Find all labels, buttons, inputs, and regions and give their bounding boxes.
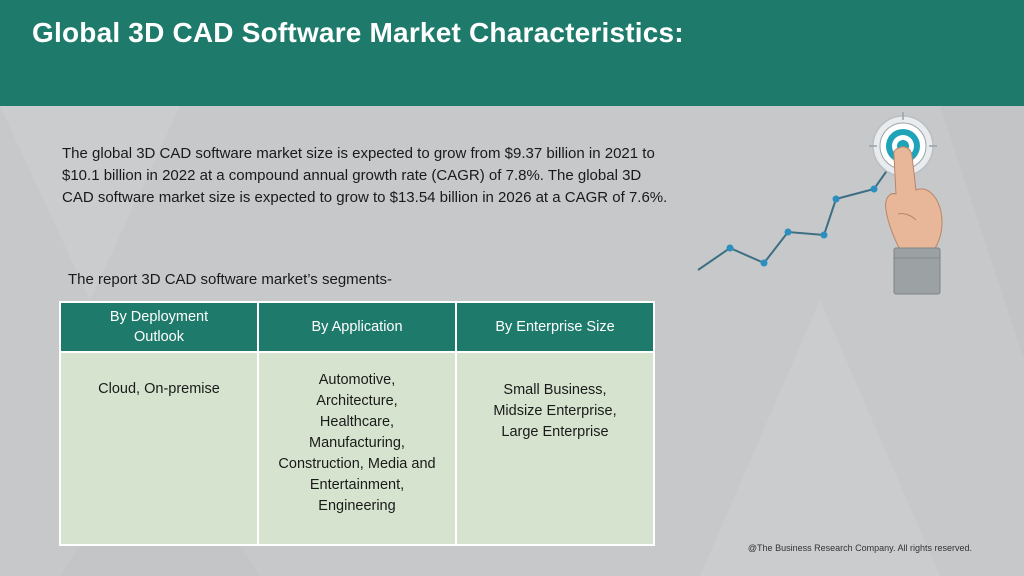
header-enterprise-size: By Enterprise Size — [455, 301, 655, 353]
header-application: By Application — [257, 301, 457, 353]
cell-application: Automotive, Architecture, Healthcare, Ma… — [257, 351, 457, 546]
title-bar: Global 3D CAD Software Market Characteri… — [0, 0, 1024, 106]
growth-illustration — [697, 112, 943, 295]
page-title: Global 3D CAD Software Market Characteri… — [32, 17, 684, 48]
segments-table: By Deployment Outlook By Application By … — [59, 301, 655, 546]
intro-paragraph: The global 3D CAD software market size i… — [62, 145, 668, 206]
table-header-row: By Deployment Outlook By Application By … — [59, 301, 655, 353]
copyright-footer: @The Business Research Company. All righ… — [747, 543, 972, 553]
pointing-hand-icon — [885, 146, 943, 295]
segments-caption: The report 3D CAD software market’s segm… — [68, 271, 393, 288]
cell-enterprise-size: Small Business, Midsize Enterprise, Larg… — [455, 351, 655, 546]
cell-deployment-outlook: Cloud, On-premise — [59, 351, 259, 546]
header-deployment-outlook: By Deployment Outlook — [59, 301, 259, 353]
table-row: Cloud, On-premise Automotive, Architectu… — [59, 351, 655, 546]
growth-line-chart-icon — [697, 151, 901, 271]
